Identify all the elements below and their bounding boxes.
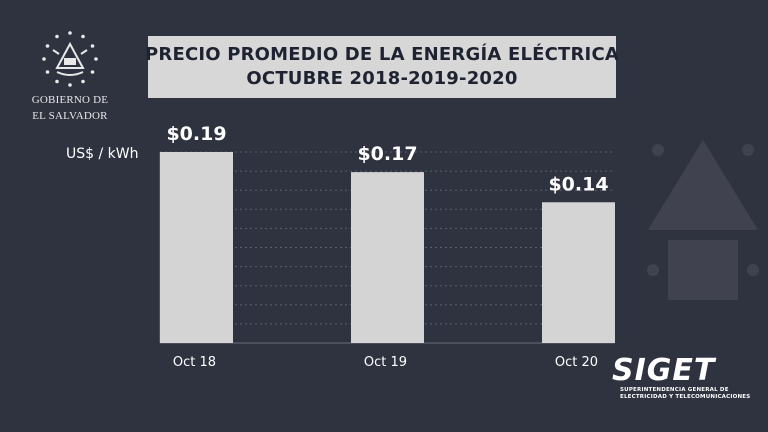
government-logo: GOBIERNO DE EL SALVADOR xyxy=(20,28,120,122)
category-label: Oct 18 xyxy=(173,355,216,370)
siget-subtitle-line2: ELECTRICIDAD Y TELECOMUNICACIONES xyxy=(620,394,751,400)
bar-oct-20 xyxy=(542,202,615,343)
bar-oct-19 xyxy=(351,172,424,343)
government-name-line1: GOBIERNO DE xyxy=(31,94,109,106)
siget-logo: SIGET SUPERINTENDENCIA GENERAL DE ELECTR… xyxy=(612,355,752,401)
siget-logo-text: SIGET xyxy=(612,353,716,388)
category-label: Oct 20 xyxy=(555,355,598,370)
bar-oct-18 xyxy=(160,152,233,343)
category-label: Oct 19 xyxy=(364,355,407,370)
chart-title-line1: PRECIO PROMEDIO DE LA ENERGÍA ELÉCTRICA xyxy=(145,44,619,65)
chart-title-line2: OCTUBRE 2018-2019-2020 xyxy=(246,68,518,89)
data-label: $0.17 xyxy=(357,143,417,165)
background-emblem-watermark xyxy=(647,140,759,300)
data-label: $0.14 xyxy=(548,173,608,195)
siget-subtitle-line1: SUPERINTENDENCIA GENERAL DE xyxy=(620,387,729,393)
data-label: $0.19 xyxy=(166,123,226,145)
government-name-line2: EL SALVADOR xyxy=(32,110,108,122)
chart-title-box: PRECIO PROMEDIO DE LA ENERGÍA ELÉCTRICA … xyxy=(145,36,619,98)
y-axis-label: US$ / kWh xyxy=(66,146,138,162)
coat-of-arms-icon xyxy=(42,31,98,87)
